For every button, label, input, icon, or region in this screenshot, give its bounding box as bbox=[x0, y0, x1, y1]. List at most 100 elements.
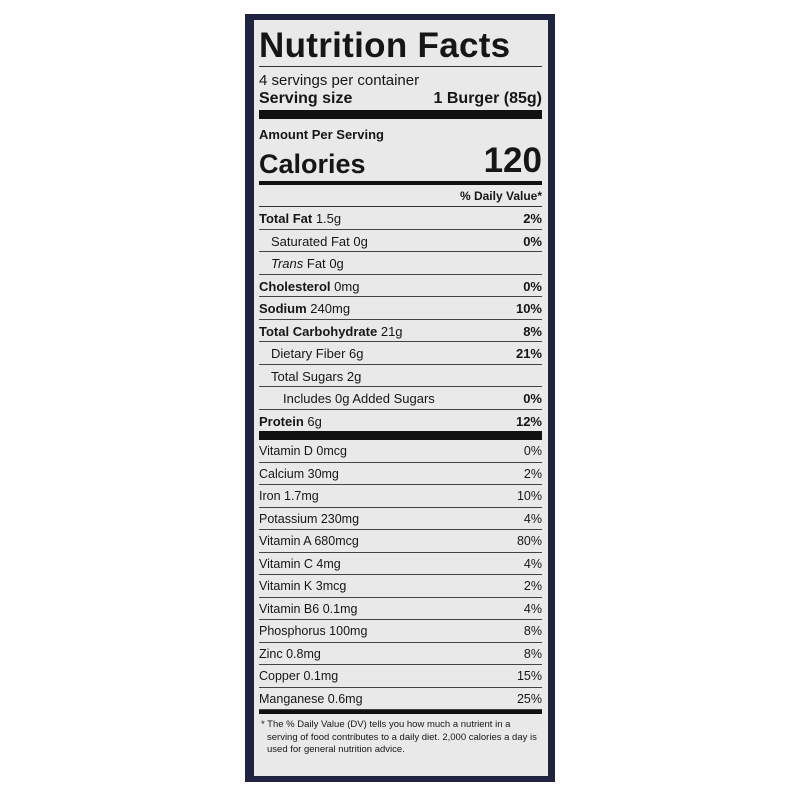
nutrient-name: Total Carbohydrate 21g bbox=[259, 320, 403, 342]
nutrient-row: Total Fat 1.5g 2% bbox=[259, 207, 542, 230]
nutrient-label-suffix: Fat bbox=[306, 256, 326, 271]
vitamin-name: Phosphorus 100mg bbox=[259, 624, 368, 638]
vitamin-daily-value: 2% bbox=[523, 579, 542, 593]
nutrient-daily-value: 12% bbox=[515, 413, 542, 429]
nutrient-name: Protein 6g bbox=[259, 410, 322, 432]
vitamin-name: Calcium 30mg bbox=[259, 466, 339, 481]
servings-per-container: 4 servings per container bbox=[259, 72, 420, 89]
nutrient-name: Cholesterol 0mg bbox=[259, 275, 359, 297]
nutrient-daily-value: 2% bbox=[523, 211, 542, 226]
vitamin-daily-value: 2% bbox=[523, 466, 542, 481]
medium-divider bbox=[259, 181, 542, 185]
nutrient-name: Dietary Fiber 6g bbox=[259, 342, 364, 364]
nutrient-label: Includes 0g Added Sugars bbox=[283, 391, 435, 406]
nutrient-label: Sodium bbox=[259, 301, 307, 316]
nutrient-amount: 6g bbox=[307, 413, 322, 429]
nutrient-daily-value: 10% bbox=[515, 301, 542, 316]
nutrient-daily-value: 21% bbox=[515, 346, 542, 361]
nutrient-label: Trans bbox=[271, 256, 304, 271]
nutrient-amount: 0mg bbox=[334, 278, 360, 294]
divider bbox=[259, 66, 542, 67]
vitamin-name: Vitamin C 4mg bbox=[259, 556, 341, 571]
vitamin-name: Zinc 0.8mg bbox=[259, 646, 321, 661]
calories-label: Calories bbox=[259, 149, 366, 179]
nutrient-name: Saturated Fat 0g bbox=[259, 230, 368, 252]
vitamin-daily-value: 4% bbox=[523, 556, 542, 571]
vitamin-row: Manganese 0.6mg 25% bbox=[259, 688, 542, 710]
serving-size-value: 1 Burger (85g) bbox=[433, 90, 542, 107]
nutrient-amount: 0g bbox=[329, 256, 344, 271]
label-background bbox=[254, 20, 548, 776]
nutrient-amount: 6g bbox=[349, 346, 364, 361]
vitamin-row: Phosphorus 100mg 8% bbox=[259, 620, 542, 643]
vitamin-name: Vitamin K 3mcg bbox=[259, 579, 347, 593]
nutrient-amount: 0g bbox=[353, 233, 368, 249]
thick-divider bbox=[259, 431, 542, 440]
nutrient-name: Trans Fat 0g bbox=[259, 252, 344, 274]
nutrient-name: Total Fat 1.5g bbox=[259, 207, 341, 229]
nutrient-row: Dietary Fiber 6g 21% bbox=[259, 342, 542, 365]
amount-per-serving: Amount Per Serving bbox=[259, 127, 384, 142]
vitamin-row: Copper 0.1mg 15% bbox=[259, 665, 542, 688]
vitamin-row: Vitamin K 3mcg 2% bbox=[259, 575, 542, 598]
nutrient-label: Dietary Fiber bbox=[271, 346, 346, 361]
footnote: * The % Daily Value (DV) tells you how m… bbox=[261, 719, 537, 755]
vitamin-list: Vitamin D 0mcg 0% Calcium 30mg 2% Iron 1.7mg… bbox=[259, 440, 542, 710]
nutrient-row: Total Carbohydrate 21g 8% bbox=[259, 320, 542, 342]
nutrient-row: Includes 0g Added Sugars 0% bbox=[259, 387, 542, 410]
label-title: Nutrition Facts bbox=[259, 26, 511, 65]
vitamin-name: Vitamin A 680mcg bbox=[259, 534, 359, 548]
nutrient-amount: 2g bbox=[346, 368, 362, 384]
medium-divider bbox=[259, 710, 542, 714]
calories-value: 120 bbox=[483, 141, 542, 180]
nutrition-facts-label: Nutrition Facts 4 servings per container… bbox=[259, 22, 542, 757]
nutrient-row: Saturated Fat 0g 0% bbox=[259, 230, 542, 252]
vitamin-row: Vitamin B6 0.1mg 4% bbox=[259, 598, 542, 620]
nutrient-amount: 21g bbox=[380, 323, 403, 339]
nutrient-name: Sodium 240mg bbox=[259, 297, 350, 319]
nutrient-label: Total Carbohydrate bbox=[259, 323, 378, 339]
nutrient-label: Protein bbox=[259, 413, 304, 429]
vitamin-name: Copper 0.1mg bbox=[259, 669, 339, 683]
vitamin-daily-value: 10% bbox=[516, 489, 542, 503]
nutrient-amount: 1.5g bbox=[315, 211, 342, 226]
vitamin-daily-value: 8% bbox=[523, 646, 542, 661]
calories-row: Calories 120 bbox=[259, 141, 542, 180]
nutrient-amount: 240mg bbox=[310, 301, 351, 316]
nutrient-row: Protein 6g 12% bbox=[259, 410, 542, 432]
vitamin-daily-value: 25% bbox=[516, 691, 542, 706]
nutrient-row: Total Sugars 2g bbox=[259, 365, 542, 387]
serving-size-label: Serving size bbox=[259, 90, 353, 107]
vitamin-name: Iron 1.7mg bbox=[259, 489, 319, 503]
nutrient-daily-value: 8% bbox=[523, 323, 542, 339]
vitamin-daily-value: 8% bbox=[523, 624, 542, 638]
vitamin-row: Potassium 230mg 4% bbox=[259, 508, 542, 530]
nutrient-label: Saturated Fat bbox=[271, 233, 350, 249]
vitamin-daily-value: 0% bbox=[523, 444, 542, 458]
nutrient-daily-value: 0% bbox=[523, 278, 542, 294]
vitamin-daily-value: 15% bbox=[516, 669, 542, 683]
nutrient-row: Cholesterol 0mg 0% bbox=[259, 275, 542, 297]
vitamin-daily-value: 4% bbox=[523, 601, 542, 616]
nutrient-row: Sodium 240mg 10% bbox=[259, 297, 542, 320]
vitamin-row: Zinc 0.8mg 8% bbox=[259, 643, 542, 665]
nutrient-row: Trans Fat 0g bbox=[259, 252, 542, 275]
vitamin-name: Potassium 230mg bbox=[259, 511, 360, 526]
vitamin-name: Vitamin B6 0.1mg bbox=[259, 601, 358, 616]
nutrient-label: Total Sugars bbox=[271, 368, 344, 384]
serving-size: Serving size 1 Burger (85g) bbox=[259, 89, 542, 108]
nutrient-list: Total Fat 1.5g 2% Saturated Fat 0g 0% Trans … bbox=[259, 207, 542, 431]
thick-divider bbox=[259, 110, 542, 119]
nutrient-daily-value: 0% bbox=[523, 233, 542, 249]
vitamin-row: Vitamin D 0mcg 0% bbox=[259, 440, 542, 463]
vitamin-daily-value: 80% bbox=[516, 534, 542, 548]
nutrient-name: Includes 0g Added Sugars bbox=[259, 387, 435, 409]
vitamin-name: Vitamin D 0mcg bbox=[259, 444, 347, 458]
vitamin-row: Vitamin A 680mcg 80% bbox=[259, 530, 542, 553]
vitamin-row: Iron 1.7mg 10% bbox=[259, 485, 542, 508]
nutrient-label: Total Fat bbox=[259, 211, 313, 226]
vitamin-row: Calcium 30mg 2% bbox=[259, 463, 542, 485]
daily-value-header: % Daily Value* bbox=[259, 185, 542, 207]
vitamin-name: Manganese 0.6mg bbox=[259, 691, 363, 706]
vitamin-row: Vitamin C 4mg 4% bbox=[259, 553, 542, 575]
